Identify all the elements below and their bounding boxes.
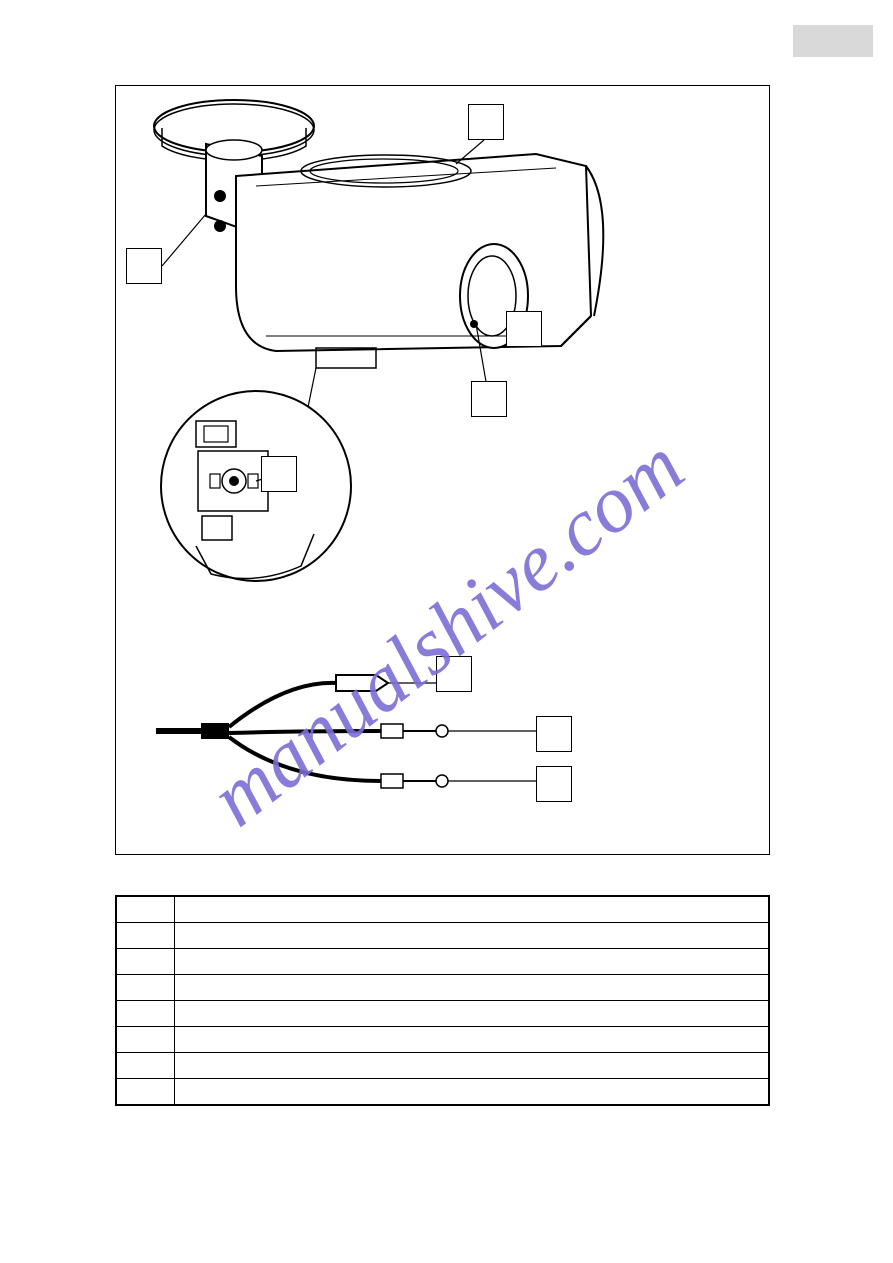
cell-no (117, 1027, 175, 1053)
cell-desc (175, 1001, 769, 1027)
cell-no (117, 1053, 175, 1079)
callout-box-6 (436, 656, 472, 692)
cell-no (117, 975, 175, 1001)
callout-box-5 (261, 456, 297, 492)
cell-desc (175, 975, 769, 1001)
table-row (117, 1053, 769, 1079)
cell-no (117, 923, 175, 949)
callout-box-8 (536, 766, 572, 802)
callout-box-1 (468, 104, 504, 140)
callout-box-2 (126, 248, 162, 284)
page-number-tab (793, 25, 873, 57)
cell-desc (175, 1027, 769, 1053)
parts-table-frame (115, 895, 770, 1106)
cell-no (117, 949, 175, 975)
table-row (117, 923, 769, 949)
cell-desc (175, 1079, 769, 1105)
cell-desc (175, 1053, 769, 1079)
callout-box-3 (506, 311, 542, 347)
figure-frame (115, 85, 770, 855)
table-row (117, 897, 769, 923)
camera-diagram (116, 86, 771, 856)
table-row (117, 1001, 769, 1027)
table-row (117, 1027, 769, 1053)
cell-desc (175, 897, 769, 923)
table-row (117, 949, 769, 975)
table-row (117, 1079, 769, 1105)
cell-no (117, 1079, 175, 1105)
cell-no (117, 1001, 175, 1027)
callout-box-4 (471, 381, 507, 417)
cell-desc (175, 949, 769, 975)
parts-table (116, 896, 769, 1105)
callout-box-7 (536, 716, 572, 752)
cell-desc (175, 923, 769, 949)
table-row (117, 975, 769, 1001)
cell-no (117, 897, 175, 923)
